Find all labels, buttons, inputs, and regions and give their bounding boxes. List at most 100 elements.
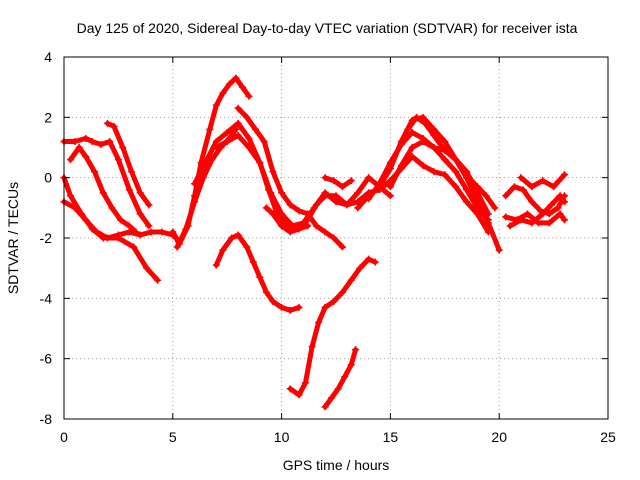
data-point [295,303,303,311]
data-point [127,168,135,176]
y-tick-label: 2 [44,109,52,125]
data-point [251,125,259,133]
data-point [376,180,384,188]
data-point [376,186,384,194]
data-point [347,177,355,185]
data-point [147,228,155,236]
data-point [278,222,286,230]
data-point [347,361,355,369]
data-point [243,113,251,121]
data-point [528,198,536,206]
data-point [321,174,329,182]
data-point [234,104,242,112]
data-point [321,228,329,236]
data-point [286,306,294,314]
series-arc-23 [506,192,568,230]
data-point [560,171,568,179]
data-point [484,216,492,224]
data-point [286,228,294,236]
series-arc-13 [286,255,379,399]
data-point [365,255,373,263]
series-arc-3 [60,134,153,230]
data-point [295,207,303,215]
data-point [441,171,449,179]
data-point [354,204,362,212]
data-point [339,183,347,191]
data-point [75,144,83,151]
data-point [347,276,355,284]
data-point [286,201,294,209]
data-point [473,183,481,191]
data-point [245,144,253,151]
data-point [93,228,101,236]
data-point [286,385,294,393]
data-point [354,189,362,197]
data-point [315,318,323,326]
data-point [321,303,329,311]
data-point [408,144,416,151]
data-point [386,192,394,200]
data-point [269,168,277,176]
data-point [228,234,236,242]
data-point [110,122,118,130]
data-point [456,162,464,170]
data-point [352,346,360,354]
chart-title: Day 125 of 2020, Sidereal Day-to-day VTE… [77,20,578,36]
data-point [249,258,257,266]
series-arc-4 [67,144,140,236]
data-point [71,137,79,145]
data-point [104,234,112,242]
data-point [108,204,116,212]
y-tick-labels: 4 2 0 -2 -4 -6 -8 [40,49,53,427]
data-point [212,101,220,109]
data-point [556,192,564,200]
data-point [278,189,286,197]
data-point [404,125,412,133]
data-point [441,137,449,145]
series-trace [61,135,152,229]
data-point [302,379,310,387]
data-point [265,186,273,194]
x-axis-label: GPS time / hours [283,457,390,473]
data-point [341,373,349,381]
data-point [334,385,342,393]
data-point [452,183,460,191]
x-tick-label: 5 [169,429,177,445]
data-point [223,137,231,145]
data-point [408,128,416,136]
data-point [88,137,96,145]
data-point [330,177,338,185]
series-arc-10 [234,104,347,251]
data-point [560,198,568,206]
data-point [234,119,242,127]
data-point [136,189,144,197]
data-point [114,231,122,239]
data-point [482,192,490,200]
series-arc-8 [191,119,384,230]
data-point [510,183,518,191]
series-arc-1 [60,174,162,284]
data-point [82,216,90,224]
data-point [143,264,151,272]
data-point [269,297,277,305]
y-tick-label: -6 [40,351,53,367]
series-trace [213,132,393,232]
data-point [452,168,460,176]
data-point [238,83,246,91]
data-point [495,246,503,254]
series-trace [213,232,302,313]
y-tick-label: -4 [40,290,53,306]
data-point [447,150,455,158]
data-point [99,189,107,197]
data-point [506,222,514,230]
data-point [125,186,133,194]
series-arc-11 [262,204,312,236]
data-point [339,243,347,251]
data-point [67,192,75,200]
data-point [502,213,510,221]
data-point [262,204,270,212]
x-tick-label: 15 [383,429,399,445]
data-point [295,225,303,233]
series-arc-9 [212,131,394,233]
